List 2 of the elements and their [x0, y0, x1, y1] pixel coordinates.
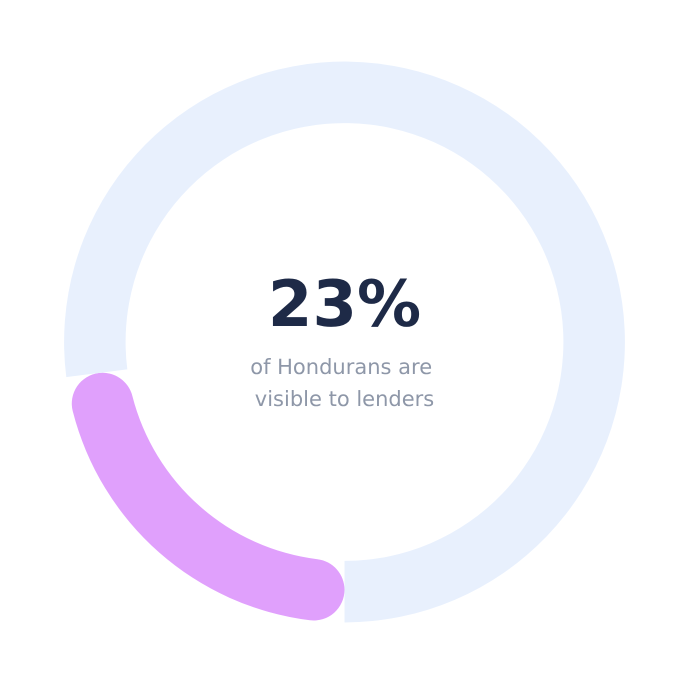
text: of Hondurans are visible to lenders — [250, 355, 439, 411]
text: 23% — [268, 268, 422, 342]
